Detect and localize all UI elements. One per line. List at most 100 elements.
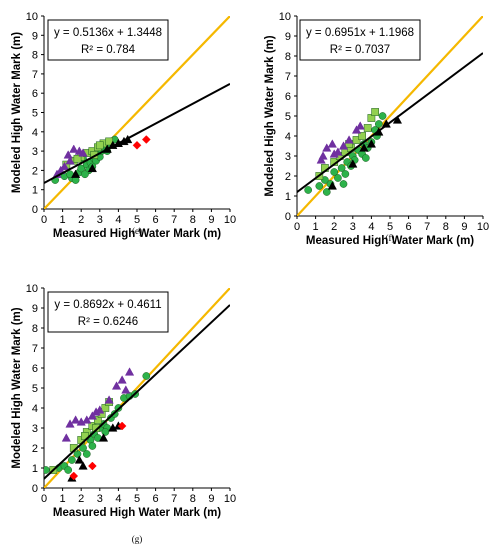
point-circle — [44, 466, 50, 474]
point-triangle — [70, 169, 81, 178]
x-tick-label: 1 — [313, 221, 319, 233]
y-axis-label: Modeled High Water Mark (m) — [11, 32, 23, 193]
y-tick-label: 9 — [285, 31, 291, 43]
y-axis-label: Modeled High Water Mark (m) — [264, 35, 276, 196]
regression-equation: y = 0.8692x + 0.4611 — [54, 299, 161, 311]
x-tick-label: 4 — [115, 214, 121, 226]
x-tick-label: 8 — [190, 214, 196, 226]
y-tick-label: 4 — [285, 131, 291, 143]
point-circle — [142, 372, 151, 380]
x-tick-label: 6 — [153, 493, 159, 505]
r-squared-label: R² = 0.7037 — [330, 44, 390, 56]
x-tick-label: 2 — [78, 214, 84, 226]
x-tick-label: 9 — [461, 221, 467, 233]
point-triangle — [355, 121, 365, 130]
equation-box — [299, 19, 421, 61]
y-tick-label: 4 — [32, 127, 38, 139]
point-circle — [304, 186, 313, 194]
y-tick-label: 3 — [32, 423, 38, 435]
x-tick-label: 10 — [224, 493, 236, 505]
y-tick-label: 5 — [285, 111, 291, 123]
x-tick-label: 3 — [97, 214, 103, 226]
x-tick-label: 2 — [331, 221, 337, 233]
y-tick-label: 0 — [32, 204, 38, 216]
x-tick-label: 6 — [153, 214, 159, 226]
y-tick-label: 10 — [279, 11, 291, 23]
point-square — [358, 132, 366, 140]
point-circle — [337, 164, 346, 172]
point-triangle — [91, 407, 101, 416]
y-tick-label: 8 — [32, 323, 38, 335]
point-triangle — [59, 161, 70, 171]
point-triangle — [117, 375, 127, 384]
panel-caption: (f) — [386, 233, 395, 243]
fit-line — [297, 52, 483, 193]
x-tick-label: 8 — [190, 493, 196, 505]
x-tick-label: 9 — [208, 214, 214, 226]
x-tick-label: 1 — [60, 493, 66, 505]
x-axis-label: Measured High Water Mark (m) — [53, 228, 221, 240]
point-circle — [330, 168, 339, 176]
point-triangle — [344, 135, 354, 144]
r-squared-label: R² = 0.784 — [81, 44, 136, 56]
point-triangle — [327, 181, 337, 190]
x-tick-label: 9 — [208, 493, 214, 505]
y-tick-label: 0 — [32, 483, 38, 495]
point-triangle — [111, 381, 122, 390]
y-tick-label: 6 — [285, 91, 291, 103]
equation-box — [47, 291, 169, 333]
point-triangle — [366, 139, 377, 148]
point-triangle — [70, 415, 81, 424]
point-circle — [361, 154, 370, 162]
point-diamond — [88, 461, 97, 471]
y-tick-label: 8 — [32, 50, 38, 62]
y-tick-label: 8 — [285, 51, 291, 63]
x-tick-label: 10 — [224, 214, 236, 226]
x-tick-label: 10 — [477, 221, 489, 233]
point-diamond — [117, 421, 127, 431]
x-tick-label: 5 — [134, 214, 140, 226]
x-tick-label: 7 — [171, 493, 177, 505]
point-circle — [374, 120, 383, 128]
x-tick-label: 4 — [368, 221, 374, 233]
x-axis-label: Measured High Water Mark (m) — [306, 235, 474, 247]
point-circle — [339, 180, 348, 188]
plot-area — [44, 16, 230, 209]
y-tick-label: 7 — [32, 69, 38, 81]
point-triangle — [318, 151, 328, 160]
point-circle — [82, 450, 91, 458]
x-tick-label: 7 — [171, 214, 177, 226]
y-tick-label: 3 — [32, 146, 38, 158]
y-tick-label: 7 — [285, 71, 291, 83]
point-circle — [77, 164, 86, 173]
point-triangle — [69, 144, 79, 153]
point-circle — [88, 442, 97, 450]
point-triangle — [98, 433, 109, 442]
y-tick-label: 5 — [32, 108, 38, 120]
point-circle — [68, 456, 76, 464]
point-circle — [378, 112, 387, 120]
x-tick-label: 1 — [60, 214, 66, 226]
point-circle — [79, 444, 87, 452]
point-triangle — [65, 156, 75, 165]
y-tick-label: 10 — [26, 11, 38, 23]
x-tick-label: 7 — [424, 221, 430, 233]
point-triangle — [124, 367, 135, 376]
point-square — [352, 136, 361, 144]
point-triangle — [338, 141, 349, 150]
x-tick-label: 0 — [41, 493, 47, 505]
x-tick-label: 0 — [294, 221, 300, 233]
x-tick-label: 4 — [115, 493, 121, 505]
point-triangle — [359, 143, 369, 152]
y-tick-label: 5 — [32, 383, 38, 395]
r-squared-label: R² = 0.6246 — [78, 316, 138, 328]
point-diamond — [132, 140, 142, 150]
y-tick-label: 2 — [285, 171, 291, 183]
x-tick-label: 2 — [78, 493, 84, 505]
x-tick-label: 3 — [350, 221, 356, 233]
y-tick-label: 6 — [32, 88, 38, 100]
